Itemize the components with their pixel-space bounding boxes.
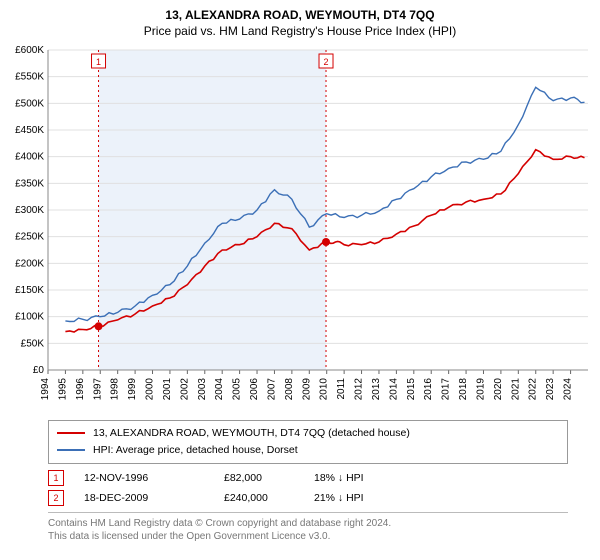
transaction-table: 1 12-NOV-1996 £82,000 18% ↓ HPI 2 18-DEC… [48, 468, 568, 513]
svg-text:2023: 2023 [545, 378, 556, 401]
svg-text:1997: 1997 [92, 378, 103, 401]
svg-text:1994: 1994 [40, 378, 51, 401]
footer-line: Contains HM Land Registry data © Crown c… [48, 517, 568, 531]
svg-text:£50K: £50K [21, 338, 45, 349]
footer-attribution: Contains HM Land Registry data © Crown c… [48, 517, 568, 544]
legend-row: 13, ALEXANDRA ROAD, WEYMOUTH, DT4 7QQ (d… [57, 425, 559, 442]
svg-text:2012: 2012 [354, 378, 365, 401]
svg-text:2003: 2003 [197, 378, 208, 401]
transaction-date: 12-NOV-1996 [84, 472, 224, 484]
svg-text:2016: 2016 [423, 378, 434, 401]
svg-text:2018: 2018 [458, 378, 469, 401]
legend: 13, ALEXANDRA ROAD, WEYMOUTH, DT4 7QQ (d… [48, 420, 568, 464]
legend-row: HPI: Average price, detached house, Dors… [57, 442, 559, 459]
svg-text:£100K: £100K [15, 312, 44, 323]
svg-text:1: 1 [96, 57, 101, 67]
svg-text:2007: 2007 [266, 378, 277, 401]
price-chart: £0 £50K £100K £150K £200K £250K £300K £350K £400… [6, 44, 594, 414]
svg-text:£350K: £350K [15, 178, 44, 189]
legend-label: HPI: Average price, detached house, Dors… [93, 442, 298, 459]
svg-text:2011: 2011 [336, 378, 347, 400]
svg-text:2002: 2002 [179, 378, 190, 401]
transaction-price: £240,000 [224, 492, 314, 504]
transaction-delta: 21% ↓ HPI [314, 492, 434, 504]
svg-text:£500K: £500K [15, 98, 44, 109]
svg-text:£250K: £250K [15, 232, 44, 243]
svg-text:£300K: £300K [15, 205, 44, 216]
svg-text:2015: 2015 [406, 378, 417, 401]
transaction-marker-icon: 2 [48, 490, 64, 506]
svg-text:2024: 2024 [563, 378, 574, 401]
chart-title-main: 13, ALEXANDRA ROAD, WEYMOUTH, DT4 7QQ [6, 8, 594, 22]
svg-text:1999: 1999 [127, 378, 138, 401]
svg-text:2009: 2009 [301, 378, 312, 401]
chart-title-sub: Price paid vs. HM Land Registry's House … [6, 24, 594, 38]
svg-text:£200K: £200K [15, 258, 44, 269]
svg-text:2019: 2019 [475, 378, 486, 401]
transaction-marker-icon: 1 [48, 470, 64, 486]
svg-text:£150K: £150K [15, 285, 44, 296]
svg-text:2013: 2013 [371, 378, 382, 401]
svg-text:2022: 2022 [528, 378, 539, 401]
svg-text:2014: 2014 [388, 378, 399, 401]
svg-text:2: 2 [324, 57, 329, 67]
svg-text:2000: 2000 [145, 378, 156, 401]
transaction-date: 18-DEC-2009 [84, 492, 224, 504]
svg-text:£550K: £550K [15, 72, 44, 83]
svg-text:2008: 2008 [284, 378, 295, 401]
legend-swatch-hpi [57, 449, 85, 451]
svg-text:2021: 2021 [510, 378, 521, 401]
svg-text:2010: 2010 [319, 378, 330, 401]
transaction-delta: 18% ↓ HPI [314, 472, 434, 484]
svg-text:£0: £0 [33, 365, 45, 376]
svg-text:£400K: £400K [15, 152, 44, 163]
svg-text:2006: 2006 [249, 378, 260, 401]
transaction-price: £82,000 [224, 472, 314, 484]
svg-text:2005: 2005 [232, 378, 243, 401]
svg-text:2004: 2004 [214, 378, 225, 401]
transaction-row: 2 18-DEC-2009 £240,000 21% ↓ HPI [48, 488, 568, 508]
svg-text:2020: 2020 [493, 378, 504, 401]
svg-text:1998: 1998 [110, 378, 121, 401]
svg-text:2001: 2001 [162, 378, 173, 401]
svg-text:£600K: £600K [15, 45, 44, 56]
footer-line: This data is licensed under the Open Gov… [48, 530, 568, 544]
svg-text:2017: 2017 [441, 378, 452, 401]
svg-text:1996: 1996 [75, 378, 86, 401]
legend-swatch-property [57, 432, 85, 434]
legend-label: 13, ALEXANDRA ROAD, WEYMOUTH, DT4 7QQ (d… [93, 425, 410, 442]
svg-text:£450K: £450K [15, 125, 44, 136]
svg-text:1995: 1995 [57, 378, 68, 401]
transaction-row: 1 12-NOV-1996 £82,000 18% ↓ HPI [48, 468, 568, 488]
